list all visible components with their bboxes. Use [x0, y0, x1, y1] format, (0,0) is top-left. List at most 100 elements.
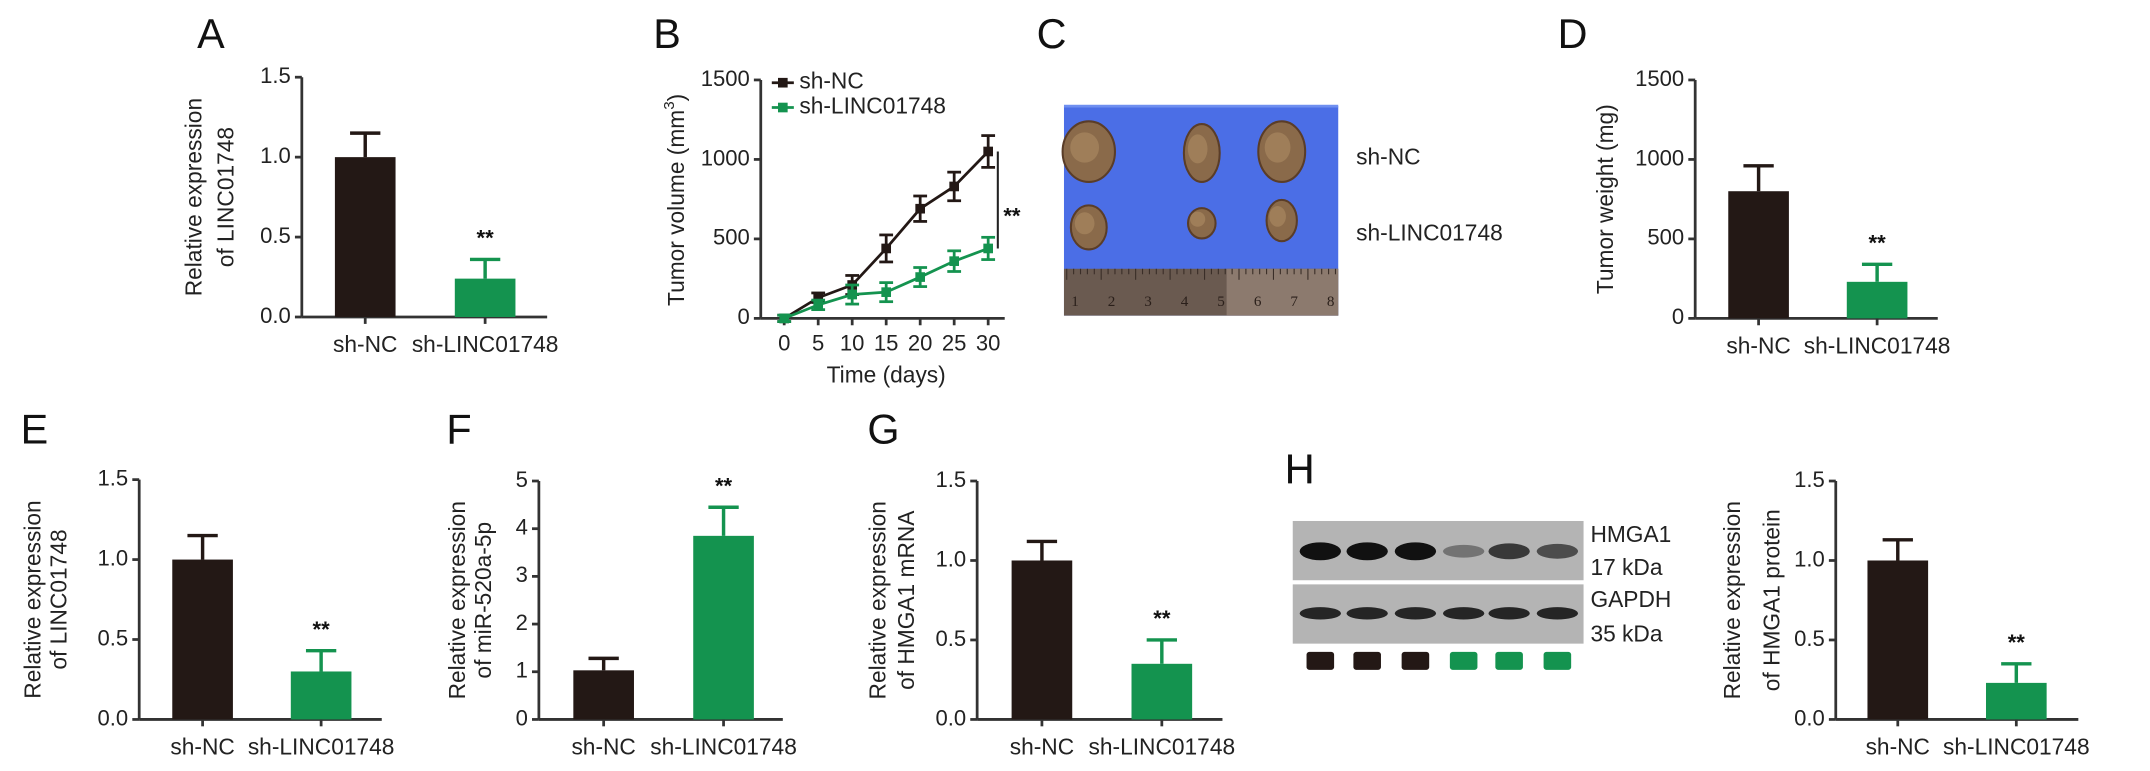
tumor-highlight: [1190, 211, 1206, 227]
band-hmga1: [1394, 542, 1437, 561]
x-tick-label: 20: [908, 330, 933, 355]
data-point: [949, 256, 960, 266]
x-tick-label: 5: [812, 330, 824, 355]
ruler-number: 8: [1327, 293, 1335, 310]
y-axis-label: of LINC01748: [46, 529, 72, 669]
tumor-photo: 1 2 3 4 5 6 7 8 sh-NC sh-LINC01748: [1061, 104, 1503, 316]
y-axis-label: of miR-520a-5p: [470, 522, 496, 679]
photo-row-label: sh-NC: [1356, 144, 1420, 170]
panel-letter-E: E: [21, 407, 49, 453]
category-label: sh-NC: [1726, 332, 1790, 358]
bar-sh-nc: [1728, 191, 1789, 319]
y-tick-label: 1500: [1635, 66, 1684, 91]
category-label: sh-LINC01748: [248, 733, 395, 759]
bar-sh-nc: [573, 670, 634, 720]
category-label: sh-NC: [571, 733, 635, 759]
y-tick-label: 2: [516, 610, 528, 635]
band-hmga1: [1536, 543, 1579, 559]
bar-sh-linc01748: [1846, 281, 1908, 319]
y-axis-label: Tumor volume (mm3): [661, 94, 689, 306]
ruler-number: 3: [1144, 293, 1152, 310]
y-tick-label: 1500: [701, 66, 750, 91]
y-axis-label: of HMGA1 protein: [1759, 509, 1785, 691]
blot-hmga1-membrane: [1292, 520, 1584, 581]
chart-H: 0.0 0.5 1.0 1.5 Relative expression of HMGA1 …: [1719, 467, 2090, 760]
y-axis-label: Tumor weight (mg): [1592, 104, 1618, 294]
significance-marker: **: [313, 617, 331, 642]
x-tick-label: 10: [840, 330, 865, 355]
data-point: [779, 313, 790, 324]
y-axis-label: of LINC01748: [212, 127, 238, 267]
y-axis-label: Relative expression: [19, 500, 45, 698]
band-gapdh: [1442, 607, 1485, 620]
y-tick-label: 1.0: [1794, 546, 1825, 571]
y-tick-label: 1: [516, 658, 528, 683]
y-tick-label: 0.0: [260, 303, 291, 328]
bar-sh-nc: [1011, 560, 1073, 720]
band-gapdh: [1299, 607, 1341, 620]
y-tick-label: 3: [516, 562, 528, 587]
category-label: sh-LINC01748: [1089, 733, 1236, 759]
ruler-number: 6: [1254, 293, 1262, 310]
band-hmga1: [1488, 543, 1530, 560]
band-gapdh: [1536, 607, 1579, 620]
panel-letter-F: F: [446, 407, 471, 453]
category-label: sh-LINC01748: [1804, 332, 1951, 358]
legend-marker: [777, 77, 788, 88]
y-tick-label: 500: [1647, 225, 1684, 250]
ruler-number: 7: [1290, 293, 1298, 310]
data-point: [881, 243, 892, 254]
data-point: [915, 203, 926, 214]
blot-gapdh-membrane: [1292, 584, 1584, 644]
y-tick-label: 0.5: [260, 223, 291, 248]
tumor-highlight: [1269, 206, 1286, 227]
photo-row-label: sh-LINC01748: [1356, 219, 1503, 245]
y-tick-label: 0.5: [935, 626, 966, 651]
tumor-highlight: [1074, 212, 1095, 235]
y-tick-label: 0.0: [98, 705, 129, 730]
x-axis-label: Time (days): [827, 361, 946, 387]
y-tick-label: 0.0: [1794, 705, 1825, 730]
bar-sh-nc: [172, 559, 233, 720]
category-label: sh-NC: [1010, 733, 1074, 759]
lane-marker-knockdown: [1495, 651, 1523, 670]
band-gapdh: [1488, 607, 1530, 620]
ruler-number: 4: [1181, 293, 1189, 310]
data-point: [813, 300, 824, 310]
panel-letter-H: H: [1285, 447, 1315, 493]
chart-G: 0.0 0.5 1.0 1.5 Relative expression of HMGA1 …: [864, 467, 1235, 760]
blot-label: GAPDH: [1590, 586, 1671, 612]
panel-letter-D: D: [1558, 11, 1588, 57]
lane-marker-control: [1306, 651, 1335, 670]
y-tick-label: 1.5: [260, 63, 291, 88]
category-label: sh-LINC01748: [1943, 733, 2090, 759]
chart-A: 0.0 0.5 1.0 1.5 Relative expression of LINC01…: [181, 63, 559, 357]
y-tick-label: 500: [713, 225, 750, 250]
data-point: [983, 243, 993, 254]
y-axis-label: Relative expression: [181, 98, 207, 296]
chart-D: 0 500 1000 1500 Tumor weight (mg) sh-NC sh-LIN…: [1592, 66, 1950, 359]
data-point: [915, 272, 926, 282]
y-axis-label-end: ): [663, 94, 689, 102]
lane-marker-control: [1401, 651, 1430, 670]
ruler-number: 1: [1071, 293, 1079, 310]
tumor-highlight: [1070, 132, 1100, 163]
significance-marker: **: [477, 226, 495, 251]
y-axis-label: of HMGA1 mRNA: [893, 510, 919, 690]
chart-F: 0 1 2 3 4 5 Relative expression of miR-520a-5p s…: [444, 467, 797, 760]
y-tick-label: 0.5: [98, 625, 129, 650]
panel-letter-H: H: [1285, 447, 1315, 493]
y-tick-label: 1.5: [98, 465, 129, 490]
significance-marker: **: [1153, 606, 1171, 631]
blot-label: 17 kDa: [1590, 554, 1662, 580]
ruler-light: [1226, 268, 1339, 316]
x-tick-label: 30: [976, 330, 1001, 355]
y-tick-label: 1000: [701, 145, 750, 170]
bar-sh-linc01748: [454, 278, 516, 318]
y-tick-label: 1.5: [1794, 467, 1825, 492]
chart-E: 0.0 0.5 1.0 1.5 Relative expression of LINC01…: [19, 465, 394, 759]
band-hmga1: [1346, 542, 1388, 561]
y-axis-label: Relative expression: [864, 501, 890, 699]
